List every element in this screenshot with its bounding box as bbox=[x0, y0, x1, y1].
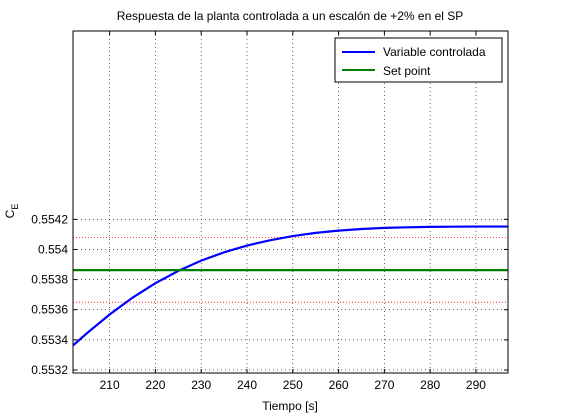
y-tick-label: 0.5542 bbox=[31, 212, 68, 226]
tick-marks bbox=[73, 31, 508, 373]
x-tick-label: 230 bbox=[191, 378, 211, 392]
x-axis-label: Tiempo [s] bbox=[262, 399, 318, 413]
y-tick-label: 0.554 bbox=[38, 242, 68, 256]
legend: Variable controlada Set point bbox=[334, 37, 503, 83]
y-tick-label: 0.5538 bbox=[31, 273, 68, 287]
legend-label-variable-controlada: Variable controlada bbox=[383, 45, 486, 59]
x-tick-label: 270 bbox=[374, 378, 394, 392]
x-tick-label: 220 bbox=[145, 378, 165, 392]
reference-lines bbox=[73, 237, 508, 303]
legend-box bbox=[334, 37, 503, 83]
y-axis-label-subscript: E bbox=[10, 204, 20, 210]
y-tick-label: 0.5536 bbox=[31, 303, 68, 317]
axes-background bbox=[73, 31, 508, 373]
x-tick-label: 280 bbox=[420, 378, 440, 392]
x-tick-label: 240 bbox=[237, 378, 257, 392]
y-tick-label: 0.5534 bbox=[31, 333, 68, 347]
grid bbox=[73, 31, 508, 373]
x-tick-label: 260 bbox=[329, 378, 349, 392]
y-axis-label-main: C bbox=[3, 209, 17, 218]
x-tick-labels: 210 220 230 240 250 260 270 280 290 bbox=[100, 378, 487, 392]
chart-title: Respuesta de la planta controlada a un e… bbox=[117, 9, 464, 23]
legend-label-set-point: Set point bbox=[383, 64, 431, 78]
y-tick-labels: 0.5532 0.5534 0.5536 0.5538 0.554 0.5542 bbox=[31, 212, 68, 377]
x-tick-label: 290 bbox=[466, 378, 486, 392]
plot-area bbox=[72, 30, 509, 374]
x-tick-label: 210 bbox=[100, 378, 120, 392]
y-tick-label: 0.5532 bbox=[31, 363, 68, 377]
series-layer bbox=[72, 225, 508, 347]
y-axis-label: CE bbox=[3, 204, 20, 219]
series-line-variable-controlada bbox=[72, 225, 508, 347]
axes-frame bbox=[72, 30, 509, 374]
x-tick-label: 250 bbox=[283, 378, 303, 392]
